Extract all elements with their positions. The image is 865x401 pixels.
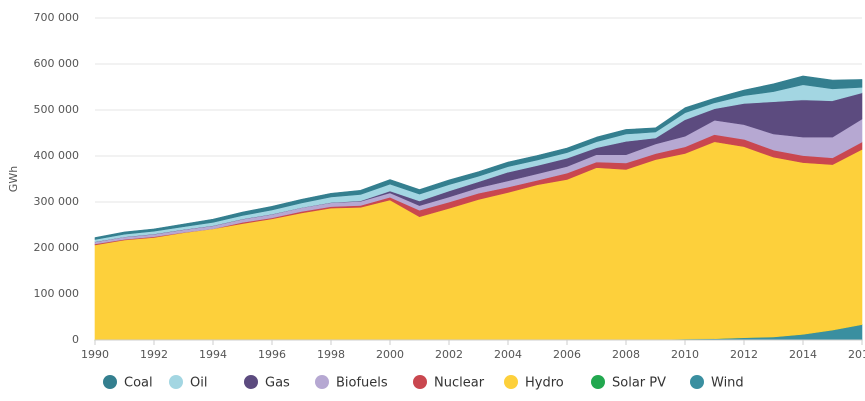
legend-label: Nuclear (434, 376, 485, 391)
y-tick-label: 400 000 (34, 149, 80, 162)
x-tick-label: 2004 (494, 348, 522, 361)
legend-marker (690, 375, 704, 389)
legend-marker (591, 375, 605, 389)
y-axis-title: GWh (7, 166, 20, 192)
legend-marker (244, 375, 258, 389)
legend-item: Biofuels (315, 375, 388, 391)
legend-label: Coal (124, 376, 153, 391)
y-tick-label: 300 000 (34, 195, 80, 208)
y-tick-label: 100 000 (34, 287, 80, 300)
x-tick-label: 1994 (199, 348, 227, 361)
legend-marker (504, 375, 518, 389)
legend-item: Wind (690, 375, 744, 391)
y-tick-label: 500 000 (34, 103, 80, 116)
legend-marker (315, 375, 329, 389)
legend-item: Solar PV (591, 375, 666, 391)
legend-item: Oil (169, 375, 207, 391)
legend-label: Biofuels (336, 376, 388, 391)
legend-label: Solar PV (612, 376, 666, 391)
legend-marker (103, 375, 117, 389)
x-tick-label: 1996 (258, 348, 286, 361)
legend-item: Nuclear (413, 375, 485, 391)
x-tick-label: 1990 (81, 348, 109, 361)
x-tick-label: 2006 (553, 348, 581, 361)
legend-label: Hydro (525, 376, 564, 391)
legend-marker (413, 375, 427, 389)
x-tick-label: 2014 (789, 348, 817, 361)
y-tick-label: 200 000 (34, 241, 80, 254)
x-tick-label: 2008 (612, 348, 640, 361)
legend-marker (169, 375, 183, 389)
x-tick-label: 2016 (848, 348, 865, 361)
x-tick-label: 2010 (671, 348, 699, 361)
legend-item: Gas (244, 375, 290, 391)
x-tick-label: 2000 (376, 348, 404, 361)
legend-label: Oil (190, 376, 207, 391)
legend-label: Gas (265, 376, 290, 391)
x-tick-label: 1998 (317, 348, 345, 361)
area (94, 75, 863, 240)
legend-item: Coal (103, 375, 153, 391)
y-tick-label: 700 000 (34, 11, 80, 24)
y-tick-label: 600 000 (34, 57, 80, 70)
legend-item: Hydro (504, 375, 564, 391)
x-tick-label: 1992 (140, 348, 168, 361)
x-tick-label: 2012 (730, 348, 758, 361)
x-tick-label: 2002 (435, 348, 463, 361)
legend-label: Wind (711, 376, 744, 391)
y-tick-label: 0 (72, 333, 79, 346)
